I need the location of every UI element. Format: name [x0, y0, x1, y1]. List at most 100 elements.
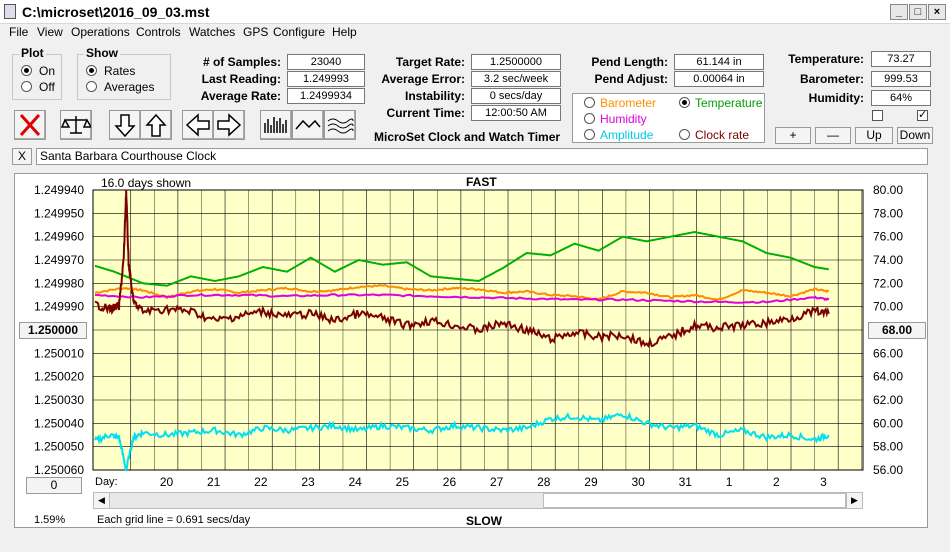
aux-checkbox-1[interactable] — [872, 110, 883, 121]
target-rate-value: 1.2500000 — [471, 54, 561, 70]
fast-label: FAST — [466, 175, 497, 189]
x-tick-label: 27 — [490, 475, 504, 489]
amplitude-radio[interactable] — [584, 129, 595, 140]
current-time-label: Current Time: — [386, 106, 465, 120]
window-title: C:\microset\2016_09_03.mst — [22, 4, 210, 20]
plot-off-radio[interactable] — [21, 81, 32, 92]
scroll-right-button[interactable] — [213, 110, 245, 140]
amplitude-option-label: Amplitude — [600, 128, 654, 142]
arrow-up-icon — [145, 113, 167, 137]
target-rate-label: Target Rate: — [395, 55, 465, 69]
left-tick-label: 1.249980 — [34, 276, 84, 290]
current-time-value: 12:00:50 AM — [471, 105, 561, 121]
x-tick-label: 24 — [348, 475, 362, 489]
aux-checkbox-2[interactable]: ✓ — [917, 109, 928, 121]
plot-on-radio[interactable] — [21, 65, 32, 76]
left-tick-label: 1.250050 — [34, 440, 84, 454]
show-averages-radio[interactable] — [86, 81, 97, 92]
right-tick-label: 74.00 — [873, 253, 903, 267]
menu-bar: File View Operations Controls Watches GP… — [0, 24, 950, 42]
pend-adjust-value: 0.00064 in — [674, 71, 764, 87]
down-button[interactable]: Down — [897, 127, 933, 144]
maximize-icon[interactable]: □ — [909, 4, 927, 20]
balance-button[interactable] — [60, 110, 93, 140]
slow-label: SLOW — [466, 514, 502, 528]
scrollbar-thumb[interactable] — [543, 493, 846, 508]
balance-scale-icon — [60, 116, 93, 134]
bar-graph-button[interactable] — [260, 110, 292, 140]
right-tick-label: 64.00 — [873, 370, 903, 384]
x-tick-label: 30 — [631, 475, 645, 489]
days-shown-label: 16.0 days shown — [101, 176, 192, 190]
left-tick-label: 1.249990 — [34, 300, 84, 314]
right-tick-label: 58.00 — [873, 440, 903, 454]
move-down-button[interactable] — [109, 110, 141, 140]
pend-adjust-label: Pend Adjust: — [594, 72, 668, 86]
pend-length-label: Pend Length: — [591, 55, 668, 69]
menu-controls[interactable]: Controls — [136, 25, 181, 39]
left-tick-label: 1.250060 — [34, 463, 84, 477]
menu-operations[interactable]: Operations — [71, 25, 130, 39]
barometer-radio[interactable] — [584, 97, 595, 108]
offset-button[interactable]: 0 — [26, 477, 82, 494]
wave-graph-button[interactable] — [324, 110, 356, 140]
menu-file[interactable]: File — [9, 25, 29, 39]
temperature-radio[interactable] — [679, 97, 690, 108]
right-tick-label: 70.00 — [873, 300, 903, 314]
clock-name-input[interactable]: Santa Barbara Courthouse Clock — [36, 148, 928, 165]
minus-button[interactable]: — — [815, 127, 851, 144]
line-graph-icon — [295, 119, 321, 130]
x-tick-label: 3 — [820, 475, 827, 489]
center-aux-button[interactable]: 68.00 — [868, 322, 926, 339]
menu-gps[interactable]: GPS — [243, 25, 269, 39]
show-averages-label: Averages — [104, 80, 155, 94]
menu-help[interactable]: Help — [332, 25, 357, 39]
center-rate-button[interactable]: 1.250000 — [19, 322, 87, 339]
x-tick-label: 31 — [679, 475, 693, 489]
line-graph-button[interactable] — [292, 110, 324, 140]
pend-length-value: 61.144 in — [674, 54, 764, 70]
move-up-button[interactable] — [140, 110, 172, 140]
close-icon[interactable]: × — [928, 4, 946, 20]
up-button[interactable]: Up — [855, 127, 893, 144]
right-tick-label: 56.00 — [873, 463, 903, 477]
brand-label: MicroSet Clock and Watch Timer — [374, 130, 561, 144]
left-tick-label: 1.249960 — [34, 230, 84, 244]
scroll-right-arrow-icon[interactable]: ▶ — [846, 492, 863, 509]
last-reading-value: 1.249993 — [287, 71, 365, 87]
series-humidity — [94, 293, 830, 304]
clear-button[interactable] — [14, 110, 46, 140]
plot-on-label: On — [39, 64, 56, 78]
x-tick-label: 2 — [773, 475, 780, 489]
plot-off-label: Off — [39, 80, 55, 94]
plot-group-title: Plot — [19, 46, 46, 60]
series-barometer — [94, 284, 830, 301]
average-rate-value: 1.2499934 — [287, 88, 365, 104]
plus-button[interactable]: + — [775, 127, 811, 144]
show-group-title: Show — [84, 46, 120, 60]
aux-select-box — [572, 93, 765, 143]
humidity-radio[interactable] — [584, 113, 595, 124]
menu-watches[interactable]: Watches — [189, 25, 236, 39]
arrow-right-icon — [217, 113, 242, 137]
clock-name-close-button[interactable]: X — [12, 148, 32, 165]
percent-label: 1.59% — [34, 514, 66, 526]
minimize-icon[interactable]: _ — [890, 4, 908, 20]
right-tick-label: 60.00 — [873, 416, 903, 430]
left-tick-label: 1.250010 — [34, 346, 84, 360]
arrow-left-icon — [185, 113, 210, 137]
instability-value: 0 secs/day — [471, 88, 561, 104]
menu-configure[interactable]: Configure — [273, 25, 326, 39]
arrow-down-icon — [114, 114, 136, 138]
left-tick-label: 1.250030 — [34, 393, 84, 407]
series-amplitude — [94, 411, 830, 472]
app-icon[interactable] — [4, 4, 16, 19]
scroll-left-arrow-icon[interactable]: ◀ — [93, 492, 110, 509]
show-rates-radio[interactable] — [86, 65, 97, 76]
clock-rate-radio[interactable] — [679, 129, 690, 140]
humidity-value: 64% — [871, 90, 931, 106]
grid-note-label: Each grid line = 0.691 secs/day — [97, 514, 251, 526]
clock-rate-option-label: Clock rate — [695, 128, 750, 142]
menu-view[interactable]: View — [37, 25, 63, 39]
humidity-label: Humidity: — [808, 91, 864, 105]
